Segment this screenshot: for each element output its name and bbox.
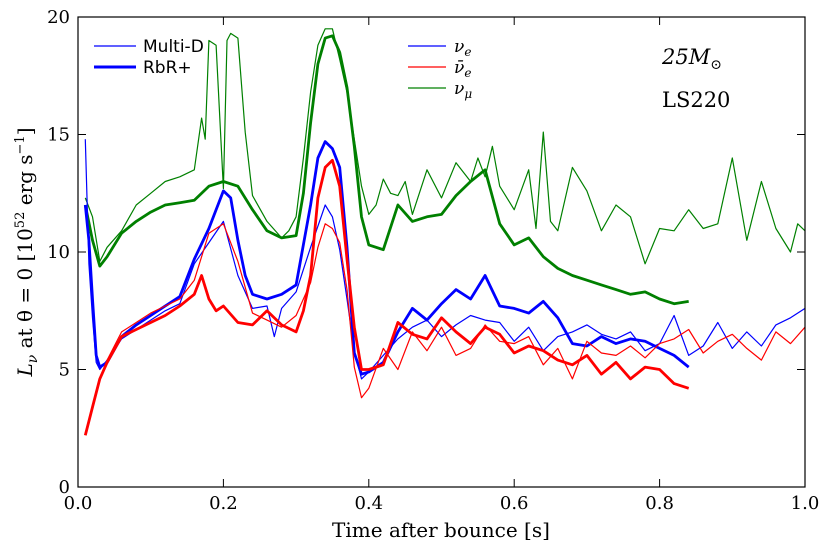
legend-label-nu-e-bar: ν̄e [454, 58, 471, 80]
y-tick-label: 20 [47, 7, 70, 28]
series-layer [83, 28, 805, 436]
series-line-nu_mu-multi-d [84, 28, 805, 265]
y-tick-label: 15 [47, 125, 70, 146]
x-tick-label: 0.2 [209, 493, 238, 514]
plot-frame [77, 16, 806, 488]
legend-species: νe ν̄e νμ [408, 37, 472, 101]
tick-layer: 0.0 0.2 0.4 0.6 0.8 1.0 0 5 10 15 20 [47, 7, 819, 514]
legend-label-multi-d: Multi-D [143, 37, 204, 57]
x-tick-label: 0.0 [64, 493, 93, 514]
legend-style: Multi-D RbR+ [94, 37, 204, 78]
x-tick-label: 0.4 [354, 493, 383, 514]
annotation-eos: LS220 [662, 88, 730, 112]
series-line-nu_e_bar-multi-d [84, 223, 805, 434]
annotation-mass: 25M⊙ [661, 45, 722, 73]
x-tick-label: 0.6 [500, 493, 529, 514]
legend-label-rbr: RbR+ [143, 58, 192, 78]
x-tick-label: 1.0 [791, 493, 820, 514]
series-line-nu_e-rbr [83, 140, 690, 376]
y-tick-label: 10 [47, 242, 70, 263]
y-axis-label: Lν at θ = 0 [1052 erg s−1] [13, 127, 41, 377]
y-tick-label: 5 [59, 360, 70, 381]
series-line-nu_mu-rbr [83, 34, 689, 306]
x-tick-label: 0.8 [645, 493, 674, 514]
y-tick-label: 0 [59, 477, 70, 498]
legend-label-nu-e: νe [454, 37, 471, 59]
x-axis-label: Time after bounce [s] [332, 518, 550, 542]
series-line-nu_e_bar-rbr [83, 158, 690, 436]
legend-label-nu-mu: νμ [454, 79, 472, 101]
